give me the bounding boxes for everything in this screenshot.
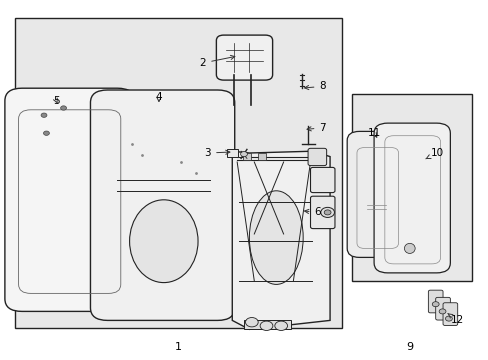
FancyBboxPatch shape <box>346 131 407 257</box>
FancyBboxPatch shape <box>216 35 272 80</box>
FancyBboxPatch shape <box>310 167 334 193</box>
Circle shape <box>260 321 272 330</box>
Circle shape <box>438 309 445 314</box>
Text: 3: 3 <box>204 148 229 158</box>
Bar <box>15 18 342 328</box>
Text: 11: 11 <box>366 128 380 138</box>
Ellipse shape <box>404 243 414 253</box>
Bar <box>257 153 265 160</box>
FancyBboxPatch shape <box>307 148 326 166</box>
FancyBboxPatch shape <box>373 123 449 273</box>
FancyBboxPatch shape <box>442 303 457 325</box>
Circle shape <box>274 321 287 330</box>
Bar <box>227 149 238 157</box>
Text: 9: 9 <box>406 342 412 352</box>
Circle shape <box>240 152 247 157</box>
Bar <box>243 153 250 160</box>
Circle shape <box>43 131 49 135</box>
Polygon shape <box>232 151 329 329</box>
Circle shape <box>431 302 438 307</box>
Circle shape <box>61 106 66 110</box>
FancyBboxPatch shape <box>435 297 449 320</box>
FancyBboxPatch shape <box>5 88 134 311</box>
Text: 2: 2 <box>199 55 234 68</box>
Text: 7: 7 <box>306 123 325 133</box>
Text: 6: 6 <box>304 207 321 217</box>
FancyBboxPatch shape <box>427 290 442 313</box>
Text: 1: 1 <box>175 342 182 352</box>
Text: 5: 5 <box>53 96 60 106</box>
Text: 4: 4 <box>155 92 162 102</box>
Bar <box>351 94 471 281</box>
Circle shape <box>324 210 330 215</box>
Bar <box>244 320 290 329</box>
Circle shape <box>41 113 47 117</box>
Ellipse shape <box>249 191 303 284</box>
Text: 12: 12 <box>447 314 463 325</box>
FancyBboxPatch shape <box>90 90 234 320</box>
Circle shape <box>320 207 334 217</box>
Ellipse shape <box>129 200 198 283</box>
Text: 8: 8 <box>304 81 325 91</box>
Circle shape <box>245 318 258 327</box>
Text: 10: 10 <box>425 148 443 159</box>
FancyBboxPatch shape <box>310 196 334 229</box>
Circle shape <box>445 316 451 321</box>
